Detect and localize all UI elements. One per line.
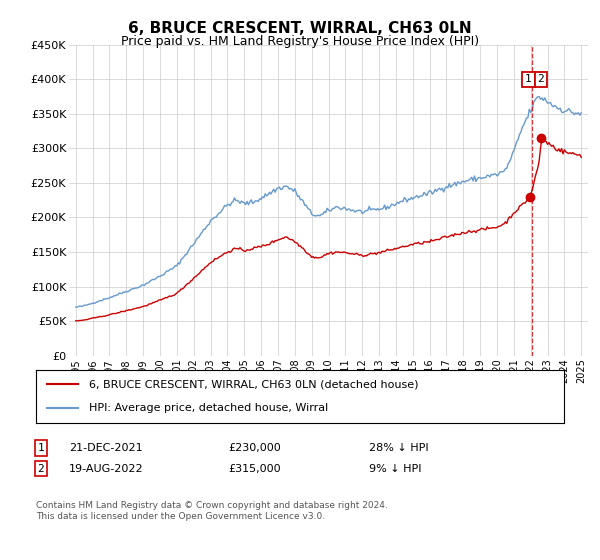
Text: Price paid vs. HM Land Registry's House Price Index (HPI): Price paid vs. HM Land Registry's House … — [121, 35, 479, 48]
Text: HPI: Average price, detached house, Wirral: HPI: Average price, detached house, Wirr… — [89, 403, 328, 413]
Text: 2: 2 — [37, 464, 44, 474]
Text: 1: 1 — [37, 443, 44, 453]
Text: 1: 1 — [525, 74, 532, 85]
Text: Contains HM Land Registry data © Crown copyright and database right 2024.
This d: Contains HM Land Registry data © Crown c… — [36, 501, 388, 521]
Text: £230,000: £230,000 — [228, 443, 281, 453]
Text: 28% ↓ HPI: 28% ↓ HPI — [369, 443, 428, 453]
Text: 6, BRUCE CRESCENT, WIRRAL, CH63 0LN (detached house): 6, BRUCE CRESCENT, WIRRAL, CH63 0LN (det… — [89, 380, 418, 390]
Text: 9% ↓ HPI: 9% ↓ HPI — [369, 464, 421, 474]
Text: 19-AUG-2022: 19-AUG-2022 — [69, 464, 143, 474]
Text: 21-DEC-2021: 21-DEC-2021 — [69, 443, 143, 453]
Text: 6, BRUCE CRESCENT, WIRRAL, CH63 0LN: 6, BRUCE CRESCENT, WIRRAL, CH63 0LN — [128, 21, 472, 36]
Text: 2: 2 — [538, 74, 544, 85]
Text: £315,000: £315,000 — [228, 464, 281, 474]
